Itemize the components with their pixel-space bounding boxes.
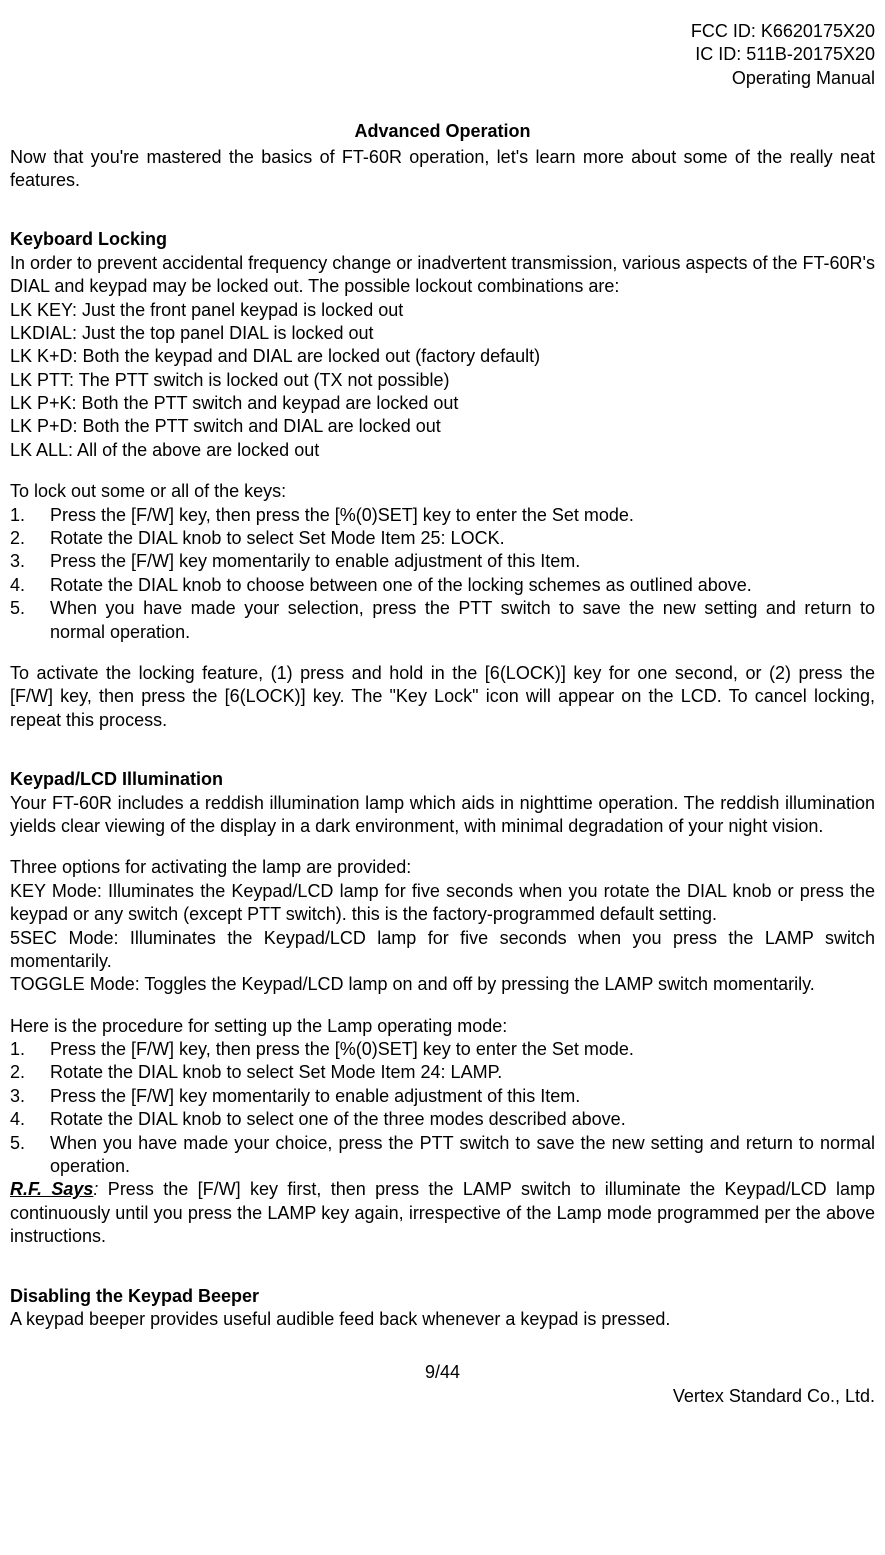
spacer bbox=[10, 732, 875, 750]
page-number: 9/44 bbox=[10, 1361, 875, 1384]
list-number: 5. bbox=[10, 1132, 50, 1179]
list-number: 3. bbox=[10, 550, 50, 573]
lamp-steps-list: 1.Press the [F/W] key, then press the [%… bbox=[10, 1038, 875, 1178]
list-number: 1. bbox=[10, 504, 50, 527]
lamp-mode-item: 5SEC Mode: Illuminates the Keypad/LCD la… bbox=[10, 927, 875, 974]
list-number: 2. bbox=[10, 1061, 50, 1084]
list-item: 3.Press the [F/W] key momentarily to ena… bbox=[10, 550, 875, 573]
list-item: 2.Rotate the DIAL knob to select Set Mod… bbox=[10, 1061, 875, 1084]
list-number: 3. bbox=[10, 1085, 50, 1108]
lock-mode-item: LK PTT: The PTT switch is locked out (TX… bbox=[10, 369, 875, 392]
ic-id: IC ID: 511B-20175X20 bbox=[10, 43, 875, 66]
list-item: 5.When you have made your selection, pre… bbox=[10, 597, 875, 644]
lock-mode-item: LK KEY: Just the front panel keypad is l… bbox=[10, 299, 875, 322]
lamp-mode-list: KEY Mode: Illuminates the Keypad/LCD lam… bbox=[10, 880, 875, 997]
section2-p2: Three options for activating the lamp ar… bbox=[10, 856, 875, 879]
section-heading-keyboard-locking: Keyboard Locking bbox=[10, 228, 875, 251]
rf-says-paragraph: R.F. Says: Press the [F/W] key first, th… bbox=[10, 1178, 875, 1248]
section1-p3: To activate the locking feature, (1) pre… bbox=[10, 662, 875, 732]
rf-says-text: Press the [F/W] key first, then press th… bbox=[10, 1179, 875, 1246]
list-text: Press the [F/W] key, then press the [%(0… bbox=[50, 1038, 875, 1061]
list-number: 4. bbox=[10, 574, 50, 597]
spacer bbox=[10, 1249, 875, 1267]
list-number: 1. bbox=[10, 1038, 50, 1061]
list-text: When you have made your choice, press th… bbox=[50, 1132, 875, 1179]
list-number: 5. bbox=[10, 597, 50, 644]
list-text: Rotate the DIAL knob to select Set Mode … bbox=[50, 527, 875, 550]
list-item: 3.Press the [F/W] key momentarily to ena… bbox=[10, 1085, 875, 1108]
list-text: Rotate the DIAL knob to select Set Mode … bbox=[50, 1061, 875, 1084]
lock-mode-list: LK KEY: Just the front panel keypad is l… bbox=[10, 299, 875, 463]
lock-steps-list: 1.Press the [F/W] key, then press the [%… bbox=[10, 504, 875, 644]
list-text: Rotate the DIAL knob to choose between o… bbox=[50, 574, 875, 597]
manual-label: Operating Manual bbox=[10, 67, 875, 90]
lock-mode-item: LK ALL: All of the above are locked out bbox=[10, 439, 875, 462]
spacer bbox=[10, 838, 875, 856]
footer: 9/44 Vertex Standard Co., Ltd. bbox=[10, 1361, 875, 1408]
list-item: 4.Rotate the DIAL knob to select one of … bbox=[10, 1108, 875, 1131]
page-title: Advanced Operation bbox=[10, 120, 875, 143]
section-heading-illumination: Keypad/LCD Illumination bbox=[10, 768, 875, 791]
lamp-mode-item: TOGGLE Mode: Toggles the Keypad/LCD lamp… bbox=[10, 973, 875, 996]
list-item: 1.Press the [F/W] key, then press the [%… bbox=[10, 1038, 875, 1061]
list-text: When you have made your selection, press… bbox=[50, 597, 875, 644]
spacer bbox=[10, 192, 875, 210]
lock-mode-item: LK P+D: Both the PTT switch and DIAL are… bbox=[10, 415, 875, 438]
list-item: 1.Press the [F/W] key, then press the [%… bbox=[10, 504, 875, 527]
footer-company: Vertex Standard Co., Ltd. bbox=[10, 1385, 875, 1408]
spacer bbox=[10, 462, 875, 480]
header-block: FCC ID: K6620175X20 IC ID: 511B-20175X20… bbox=[10, 20, 875, 90]
section-heading-beeper: Disabling the Keypad Beeper bbox=[10, 1285, 875, 1308]
lock-mode-item: LK K+D: Both the keypad and DIAL are loc… bbox=[10, 345, 875, 368]
list-text: Rotate the DIAL knob to select one of th… bbox=[50, 1108, 875, 1131]
intro-paragraph: Now that you're mastered the basics of F… bbox=[10, 146, 875, 193]
lock-mode-item: LK P+K: Both the PTT switch and keypad a… bbox=[10, 392, 875, 415]
section2-p1: Your FT-60R includes a reddish illuminat… bbox=[10, 792, 875, 839]
section1-p2: To lock out some or all of the keys: bbox=[10, 480, 875, 503]
list-text: Press the [F/W] key momentarily to enabl… bbox=[50, 550, 875, 573]
list-text: Press the [F/W] key, then press the [%(0… bbox=[50, 504, 875, 527]
fcc-id: FCC ID: K6620175X20 bbox=[10, 20, 875, 43]
list-item: 2.Rotate the DIAL knob to select Set Mod… bbox=[10, 527, 875, 550]
spacer bbox=[10, 997, 875, 1015]
spacer bbox=[10, 644, 875, 662]
list-item: 5.When you have made your choice, press … bbox=[10, 1132, 875, 1179]
list-number: 4. bbox=[10, 1108, 50, 1131]
list-item: 4.Rotate the DIAL knob to choose between… bbox=[10, 574, 875, 597]
rf-says-label: R.F. Says bbox=[10, 1179, 93, 1199]
section2-p3: Here is the procedure for setting up the… bbox=[10, 1015, 875, 1038]
lock-mode-item: LKDIAL: Just the top panel DIAL is locke… bbox=[10, 322, 875, 345]
section1-p1: In order to prevent accidental frequency… bbox=[10, 252, 875, 299]
section3-p1: A keypad beeper provides useful audible … bbox=[10, 1308, 875, 1331]
lamp-mode-item: KEY Mode: Illuminates the Keypad/LCD lam… bbox=[10, 880, 875, 927]
list-text: Press the [F/W] key momentarily to enabl… bbox=[50, 1085, 875, 1108]
list-number: 2. bbox=[10, 527, 50, 550]
